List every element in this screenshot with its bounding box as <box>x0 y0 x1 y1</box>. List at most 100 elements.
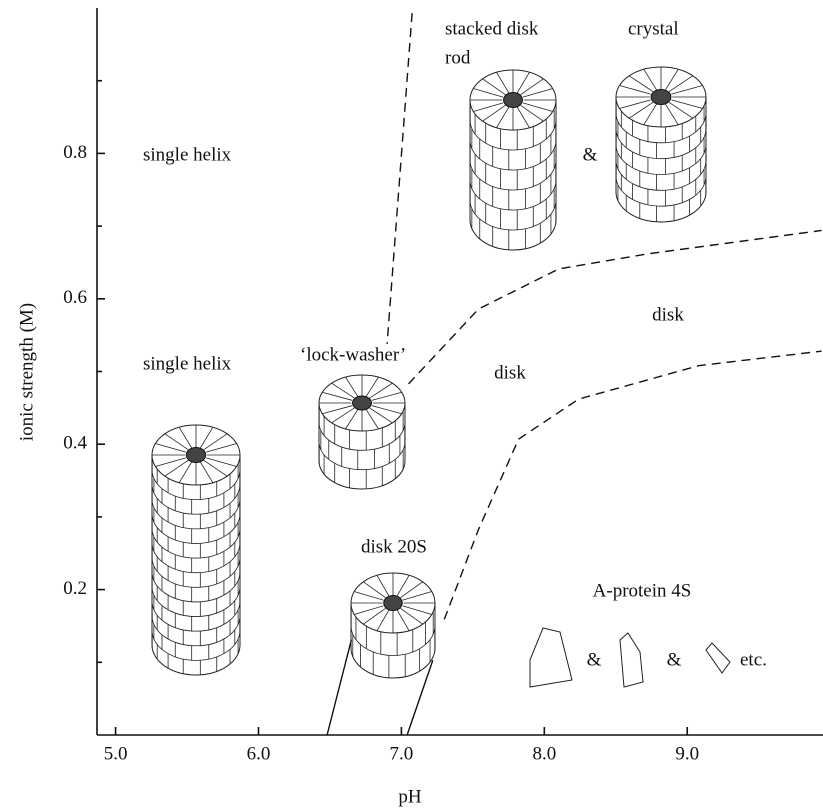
brick-row <box>615 176 707 207</box>
phase-boundary <box>443 350 822 620</box>
spoke <box>668 101 694 119</box>
brick-row <box>469 179 557 211</box>
brick-row <box>615 128 707 160</box>
y-tick-label: 0.4 <box>63 433 87 454</box>
spoke <box>331 407 355 424</box>
x-tick-label: 5.0 <box>104 743 128 764</box>
phase-boundary <box>386 13 413 344</box>
spoke <box>354 605 384 615</box>
x-tick-label: 7.0 <box>390 743 414 764</box>
phase-boundary <box>326 639 353 736</box>
spoke <box>671 85 703 95</box>
spoke <box>206 457 237 467</box>
spoke <box>664 103 679 125</box>
annotation: & <box>587 649 602 670</box>
brick-row <box>151 601 241 632</box>
core <box>650 89 672 105</box>
protein-wedge <box>529 627 573 688</box>
spoke <box>363 581 386 599</box>
brick-row <box>318 422 406 451</box>
brick-row <box>469 159 557 191</box>
cylinder <box>151 424 241 676</box>
annotation: & <box>583 144 598 165</box>
spoke <box>473 102 504 112</box>
brick-row <box>151 571 241 603</box>
y-axis-title: ionic strength (M) <box>16 303 37 441</box>
y-tick-label: 0.2 <box>63 578 87 599</box>
protein-wedge <box>619 632 644 688</box>
spoke <box>199 427 214 449</box>
annotation: single helix <box>143 144 232 165</box>
spoke <box>516 72 530 94</box>
spoke <box>402 591 432 601</box>
phase-boundary <box>406 659 434 736</box>
annotation: disk <box>494 362 526 383</box>
spoke <box>322 405 353 415</box>
spoke <box>376 609 390 631</box>
x-tick-label: 6.0 <box>247 743 271 764</box>
spoke <box>400 581 423 599</box>
brick-row <box>469 119 557 151</box>
core <box>383 595 403 611</box>
brick-row <box>615 160 707 191</box>
cylinder <box>350 572 436 679</box>
cylinder-side <box>469 99 557 251</box>
y-tick-label: 0.6 <box>63 287 87 308</box>
illustrations <box>151 66 731 688</box>
spoke <box>496 72 510 94</box>
phase-boundary <box>408 229 822 385</box>
spoke <box>619 85 651 95</box>
spoke <box>628 101 654 119</box>
annotation: etc. <box>740 649 767 670</box>
spoke <box>371 405 402 415</box>
annotation: stacked disk <box>445 18 539 39</box>
cylinder-side <box>615 96 707 223</box>
protein-wedge <box>705 642 731 674</box>
spoke <box>178 427 193 449</box>
spoke <box>203 459 228 477</box>
spoke <box>482 78 506 96</box>
y-tick-label: 0.8 <box>63 142 87 163</box>
cylinder <box>469 69 557 251</box>
spoke <box>203 433 228 451</box>
x-axis-title: pH <box>398 786 422 807</box>
annotation: A-protein 4S <box>593 580 692 601</box>
spoke <box>369 407 393 424</box>
brick-row <box>151 528 241 559</box>
spoke <box>402 605 432 615</box>
brick-row <box>469 139 557 171</box>
spoke <box>206 443 237 453</box>
spoke <box>155 457 186 467</box>
brick-row <box>151 615 241 647</box>
brick-row <box>615 144 707 175</box>
spoke <box>345 409 359 430</box>
spoke <box>164 433 189 451</box>
spoke <box>628 75 654 93</box>
spoke <box>520 104 544 122</box>
spoke <box>473 88 504 98</box>
annotation: disk 20S <box>361 536 427 557</box>
brick-row <box>151 586 241 617</box>
spoke <box>178 461 193 483</box>
spoke <box>668 75 694 93</box>
spoke <box>643 69 658 91</box>
brick-row <box>151 542 241 574</box>
spoke <box>496 106 510 128</box>
spoke <box>396 575 410 597</box>
brick-row <box>151 484 241 515</box>
spoke <box>345 376 359 397</box>
spoke <box>522 88 553 98</box>
spoke <box>331 382 355 399</box>
cylinder <box>318 374 406 490</box>
core <box>503 92 523 108</box>
spoke <box>322 391 353 401</box>
brick-row <box>350 625 436 656</box>
spoke <box>396 609 410 631</box>
spoke <box>354 591 384 601</box>
spoke <box>199 461 214 483</box>
spoke <box>164 459 189 477</box>
cylinder-side <box>151 454 241 676</box>
brick-row <box>469 199 557 231</box>
